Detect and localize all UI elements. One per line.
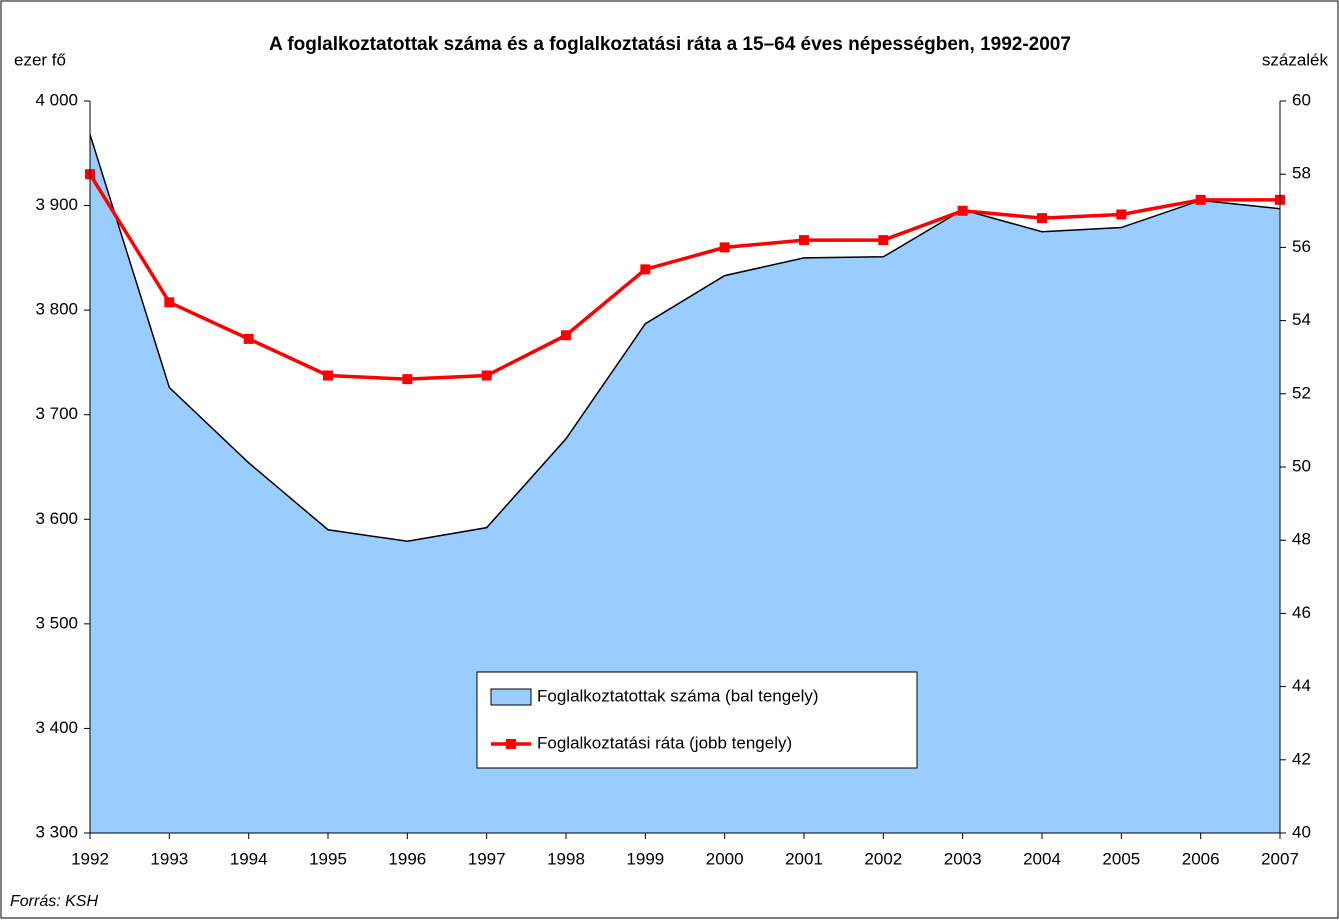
x-tick-label: 2006 — [1182, 849, 1220, 868]
line — [88, 173, 1280, 381]
x-tick-label: 1993 — [150, 849, 188, 868]
y2-tick-label: 54 — [1292, 310, 1311, 329]
marker — [561, 330, 571, 341]
legend-marker — [506, 739, 516, 749]
y2-tick-label: 50 — [1292, 456, 1311, 475]
y-tick-label: 3 800 — [35, 300, 78, 319]
y2-axis-label: százalék — [1262, 50, 1329, 69]
marker — [640, 264, 651, 275]
marker — [1037, 213, 1047, 224]
y2-tick-label: 52 — [1292, 383, 1311, 402]
x-tick-label: 1994 — [230, 849, 268, 868]
x-tick-label: 2003 — [944, 849, 982, 868]
legend-swatch — [490, 688, 532, 706]
source-note: Forrás: KSH — [10, 893, 98, 910]
marker — [878, 235, 889, 246]
area-outline — [89, 134, 1281, 543]
legend-label: Foglalkoztatottak száma (bal tengely) — [537, 686, 819, 705]
x-tick-label: 1996 — [388, 849, 426, 868]
marker — [402, 374, 413, 385]
x-tick-label: 2000 — [706, 849, 744, 868]
x-tick-label: 2001 — [785, 849, 823, 868]
y-tick-label: 3 900 — [35, 195, 78, 214]
y-tick-label: 3 300 — [35, 822, 78, 841]
y-tick-label: 3 400 — [35, 718, 78, 737]
marker — [719, 242, 730, 253]
marker — [799, 235, 809, 246]
x-tick-label: 1998 — [547, 849, 585, 868]
x-tick-label: 1997 — [468, 849, 506, 868]
y2-tick-label: 46 — [1292, 603, 1311, 622]
y-tick-label: 4 000 — [35, 90, 78, 109]
y2-tick-label: 40 — [1292, 822, 1311, 841]
chart-title: A foglalkoztatottak száma és a foglalkoz… — [269, 34, 1071, 55]
x-tick-label: 1992 — [71, 849, 109, 868]
marker — [957, 205, 968, 216]
y2-tick-label: 60 — [1292, 90, 1311, 109]
y-axis-label: ezer fő — [14, 50, 66, 69]
marker — [481, 370, 492, 381]
marker — [243, 333, 254, 344]
y-tick-label: 3 600 — [35, 509, 78, 528]
legend-box — [476, 671, 918, 769]
marker — [323, 370, 333, 381]
x-tick-label: 2004 — [1023, 849, 1061, 868]
x-tick-label: 1995 — [309, 849, 347, 868]
y2-tick-label: 48 — [1292, 530, 1311, 549]
area — [90, 134, 1280, 833]
x-tick-label: 2005 — [1102, 849, 1140, 868]
legend-label: Foglalkoztatási ráta (jobb tengely) — [537, 733, 792, 752]
y2-tick-label: 56 — [1292, 237, 1311, 256]
x-tick-label: 1999 — [626, 849, 664, 868]
marker — [164, 297, 175, 308]
marker — [1195, 194, 1206, 205]
y-tick-label: 3 500 — [35, 613, 78, 632]
y2-tick-label: 58 — [1292, 164, 1311, 183]
y2-tick-label: 44 — [1292, 676, 1311, 695]
y2-tick-label: 42 — [1292, 749, 1311, 768]
marker — [1116, 209, 1127, 220]
x-tick-label: 2002 — [864, 849, 902, 868]
x-tick-label: 2007 — [1261, 849, 1299, 868]
y-tick-label: 3 700 — [35, 404, 78, 423]
